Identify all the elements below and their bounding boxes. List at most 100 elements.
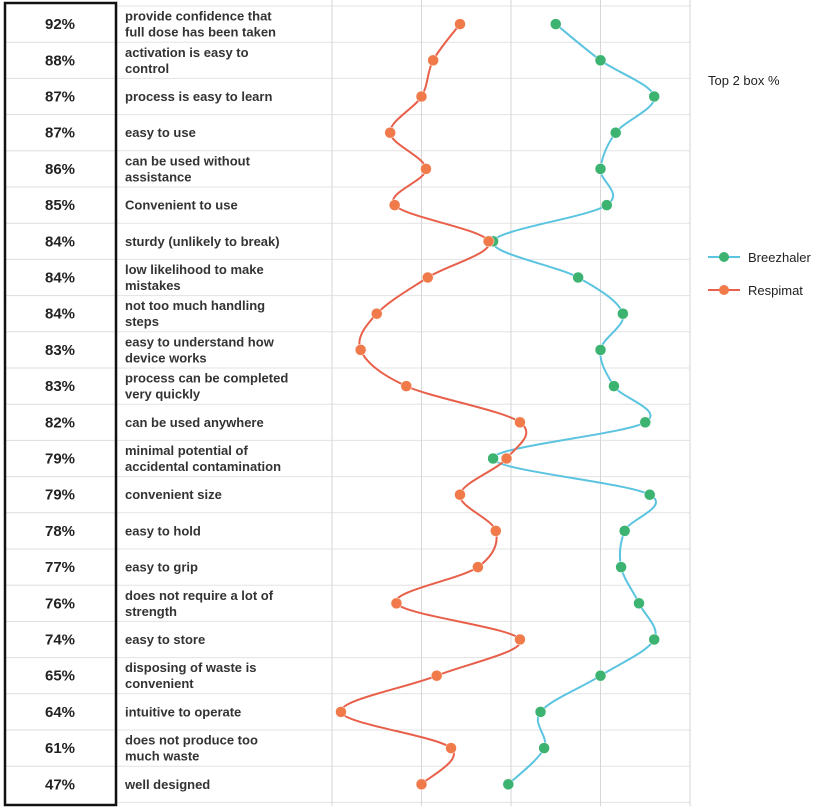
- percent-value: 92%: [45, 16, 75, 33]
- attribute-label: easy to grip: [125, 560, 198, 575]
- attribute-label: control: [125, 61, 169, 76]
- side-title: Top 2 box %: [708, 73, 780, 88]
- attribute-label: easy to understand how: [125, 334, 275, 349]
- data-point-respimat: [490, 525, 502, 537]
- data-point-breezhaler: [617, 307, 629, 320]
- percent-value: 84%: [45, 233, 75, 250]
- attribute-label: accidental contamination: [125, 459, 281, 474]
- data-point-breezhaler: [502, 778, 515, 791]
- percent-value: 83%: [45, 378, 75, 395]
- attribute-label: does not require a lot of: [125, 588, 274, 603]
- data-point-breezhaler: [618, 525, 631, 537]
- attribute-label: can be used without: [125, 153, 251, 168]
- percent-value: 83%: [45, 342, 75, 359]
- percent-value: 84%: [45, 270, 75, 287]
- attribute-label: well designed: [124, 777, 210, 792]
- attribute-label: easy to hold: [125, 523, 201, 538]
- data-point-respimat: [514, 416, 526, 429]
- data-point-respimat: [354, 344, 367, 356]
- percent-value: 82%: [45, 414, 75, 431]
- percent-value: 65%: [45, 668, 75, 685]
- attribute-label: activation is easy to: [125, 45, 249, 60]
- attribute-label: device works: [125, 350, 207, 365]
- data-point-respimat: [427, 54, 439, 67]
- column-grid: [116, 0, 691, 806]
- data-point-respimat: [422, 271, 434, 284]
- row-grid: [117, 5, 690, 803]
- attribute-label: steps: [125, 314, 159, 329]
- percent-value: 64%: [45, 704, 75, 721]
- percent-value: 87%: [45, 89, 75, 106]
- percent-value: 79%: [45, 487, 75, 504]
- data-point-breezhaler: [550, 18, 562, 30]
- data-point-respimat: [400, 380, 413, 392]
- percent-value: 88%: [45, 52, 75, 69]
- percent-value: 87%: [45, 125, 75, 142]
- attribute-label: easy to store: [125, 632, 205, 647]
- attribute-label: does not produce too: [125, 733, 258, 748]
- data-point-respimat: [454, 488, 466, 501]
- data-point-respimat: [371, 307, 383, 320]
- legend-label: Breezhaler: [748, 250, 812, 265]
- data-point-breezhaler: [643, 488, 656, 501]
- attribute-label: mistakes: [125, 278, 181, 293]
- percent-value: 47%: [45, 776, 75, 793]
- percent-value: 85%: [45, 197, 75, 214]
- data-point-respimat: [415, 90, 428, 103]
- data-point-respimat: [445, 742, 457, 754]
- data-point-breezhaler: [615, 561, 627, 573]
- data-point-breezhaler: [633, 597, 645, 610]
- attribute-label: not too much handling: [125, 298, 265, 313]
- attribute-label: minimal potential of: [125, 443, 248, 458]
- attribute-label: Convenient to use: [125, 198, 238, 213]
- data-point-breezhaler: [594, 163, 607, 175]
- data-point-breezhaler: [594, 669, 607, 682]
- series-markers: [335, 18, 660, 791]
- data-point-breezhaler: [601, 199, 613, 211]
- data-point-respimat: [390, 597, 403, 610]
- attribute-label: disposing of waste is: [125, 660, 256, 675]
- data-point-respimat: [500, 452, 513, 465]
- data-point-respimat: [514, 633, 526, 646]
- data-point-respimat: [472, 561, 484, 573]
- attribute-label: full dose has been taken: [125, 25, 276, 40]
- data-point-breezhaler: [609, 126, 622, 139]
- percent-column-box: [3, 1, 118, 807]
- data-point-breezhaler: [572, 271, 584, 284]
- attribute-label: process can be completed: [125, 371, 288, 386]
- attribute-label: convenient size: [125, 487, 222, 502]
- data-point-breezhaler: [608, 380, 620, 392]
- percent-column: 92% 88% 87% 87% 86% 85% 84% 84% 84% 83% 83% 82% 79% 7…: [3, 1, 118, 807]
- data-point-breezhaler: [648, 633, 660, 646]
- data-point-breezhaler: [538, 742, 550, 754]
- data-point-respimat: [430, 669, 443, 682]
- data-point-breezhaler: [648, 90, 660, 103]
- percent-value: 86%: [45, 161, 75, 178]
- data-point-breezhaler: [594, 54, 607, 67]
- attribute-label: assistance: [125, 169, 192, 184]
- data-point-respimat: [388, 199, 401, 211]
- percent-value: 77%: [45, 559, 75, 576]
- data-point-breezhaler: [639, 416, 651, 429]
- data-point-respimat: [335, 706, 347, 718]
- legend: Breezhaler Respimat: [708, 250, 812, 298]
- data-point-breezhaler: [534, 706, 547, 718]
- percent-value: 61%: [45, 740, 75, 757]
- attribute-label: much waste: [125, 749, 199, 764]
- data-point-respimat: [415, 778, 428, 791]
- attribute-label: easy to use: [125, 125, 196, 140]
- data-point-respimat: [384, 126, 396, 139]
- attribute-label: sturdy (unlikely to break): [125, 234, 280, 249]
- percent-value: 76%: [45, 595, 75, 612]
- percent-value: 78%: [45, 523, 75, 540]
- data-point-breezhaler: [487, 452, 499, 465]
- data-point-breezhaler: [594, 344, 607, 356]
- attribute-label: convenient: [125, 676, 194, 691]
- percent-value: 74%: [45, 632, 75, 649]
- attribute-label: low likelihood to make: [125, 262, 264, 277]
- percent-value: 79%: [45, 451, 75, 468]
- data-point-respimat: [482, 235, 495, 248]
- attribute-label: can be used anywhere: [125, 415, 264, 430]
